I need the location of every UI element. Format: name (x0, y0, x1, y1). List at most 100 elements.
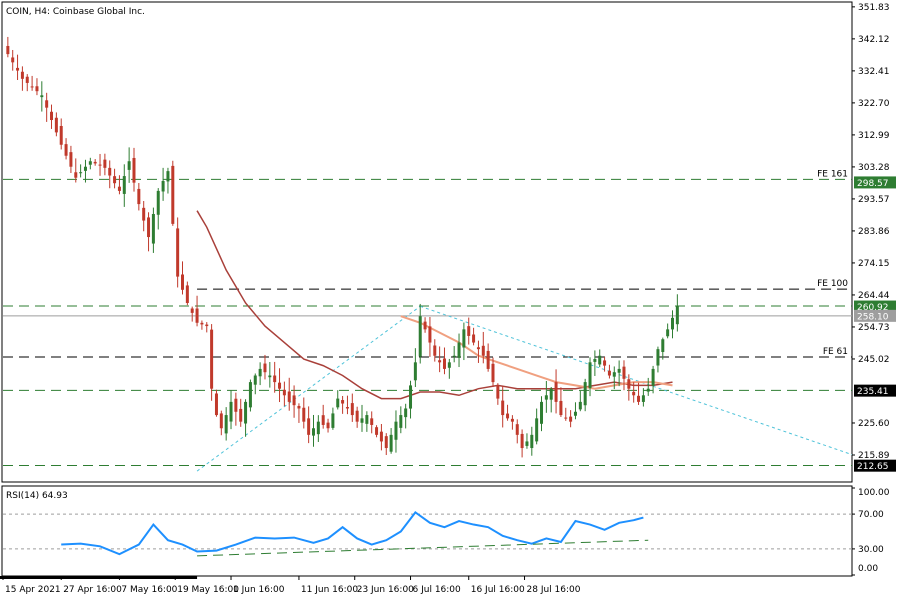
candle-body (93, 161, 97, 164)
candle-body (287, 391, 291, 402)
candle-body (472, 334, 476, 343)
candle-body (598, 355, 602, 365)
candle-body (59, 125, 63, 145)
price-tag-label: 298.57 (857, 179, 889, 189)
candle-body (622, 366, 626, 379)
candle-body (365, 415, 369, 424)
candle-body (316, 421, 320, 435)
candle-body (103, 159, 107, 168)
price-tick-label: 283.86 (858, 227, 890, 237)
candle-body (617, 368, 621, 373)
candle-body (50, 111, 54, 121)
candle-body (409, 385, 413, 409)
candle-body (637, 395, 641, 402)
level-label: FE 61 (823, 347, 848, 357)
candle-body (127, 161, 131, 170)
time-tick-label: 23 Jun 16:00 (357, 585, 414, 595)
candle-body (35, 86, 39, 92)
candle-body (181, 274, 185, 290)
candle-body (399, 415, 403, 428)
rsi-label: RSI(14) 64.93 (6, 491, 68, 501)
price-tick-label: 293.57 (858, 195, 890, 205)
candle-body (16, 67, 20, 71)
candle-body (113, 176, 117, 184)
candle-body (632, 391, 636, 396)
price-tick-label: 322.70 (858, 99, 890, 109)
candle-body (171, 165, 175, 224)
time-tick-label: 15 Apr 2021 (5, 585, 61, 595)
candle-body (30, 86, 34, 88)
candle-body (11, 57, 15, 63)
candle-body (603, 360, 607, 366)
candle-body (452, 355, 456, 357)
candle-body (214, 393, 218, 416)
candle-body (666, 329, 670, 337)
candle-body (661, 339, 665, 352)
price-tick-label: 342.12 (858, 35, 890, 45)
candle-body (670, 317, 674, 330)
time-scroll-bar (0, 576, 198, 579)
candle-body (302, 407, 306, 422)
price-axis: 351.83 342.12 332.41 322.70 312.99 303.28 293.… (852, 3, 890, 461)
chart-title: COIN, H4: Coinbase Global Inc. (6, 7, 145, 17)
level-lines: FE 161 FE 100 FE 61 (3, 169, 852, 467)
candle-body (549, 388, 553, 400)
candle-body (496, 385, 500, 399)
candle-body (282, 389, 286, 396)
candle-body (40, 95, 44, 98)
price-tick-label: 245.02 (858, 355, 890, 365)
candle-body (83, 166, 87, 171)
candle-body (268, 375, 272, 378)
rsi-tick-label: 0.00 (858, 564, 878, 574)
candle-body (525, 441, 529, 446)
price-tick-label: 254.73 (858, 323, 890, 333)
time-tick-label: 27 Apr 16:00 (63, 585, 122, 595)
candle-body (326, 422, 330, 429)
candle-body (656, 349, 660, 366)
price-tag-bg (854, 384, 896, 397)
candle-body (438, 360, 442, 363)
candle-body (195, 308, 199, 323)
candle-body (535, 418, 539, 442)
candle-body (253, 375, 257, 385)
candle-body (341, 400, 345, 404)
candle-body (229, 401, 233, 422)
candle-body (404, 408, 408, 418)
candle-body (20, 71, 24, 79)
candle-body (394, 421, 398, 440)
candle-body (675, 306, 679, 325)
candle-body (370, 418, 374, 425)
candle-body (25, 76, 29, 83)
time-tick-label: 6 Jul 16:00 (413, 585, 462, 595)
candle-body (137, 188, 141, 205)
candle-body (6, 45, 10, 55)
candle-body (161, 181, 165, 192)
candle-body (423, 321, 427, 330)
candle-body (321, 415, 325, 425)
time-tick-label: 28 Jul 16:00 (527, 585, 581, 595)
candle-body (132, 157, 136, 183)
candle-body (122, 176, 126, 194)
trendline (420, 305, 853, 456)
candle-body (248, 382, 252, 408)
candle-body (151, 213, 155, 244)
candle-body (117, 186, 121, 191)
candle-body (224, 415, 228, 434)
candle-body (384, 436, 388, 449)
level-label: FE 161 (817, 169, 848, 179)
time-tick-label: 16 Jul 16:00 (471, 585, 525, 595)
candle-body (142, 207, 146, 221)
candle-body (311, 428, 315, 436)
price-tag-label: 258.10 (857, 312, 889, 322)
candle-body (501, 400, 505, 416)
candle-body (389, 434, 393, 452)
price-tag-bg (854, 309, 896, 322)
candle-body (442, 358, 446, 369)
candle-body (612, 372, 616, 377)
candle-body (98, 164, 102, 166)
candle-body (219, 413, 223, 429)
candle-body (375, 427, 379, 435)
candle-body (166, 171, 170, 182)
